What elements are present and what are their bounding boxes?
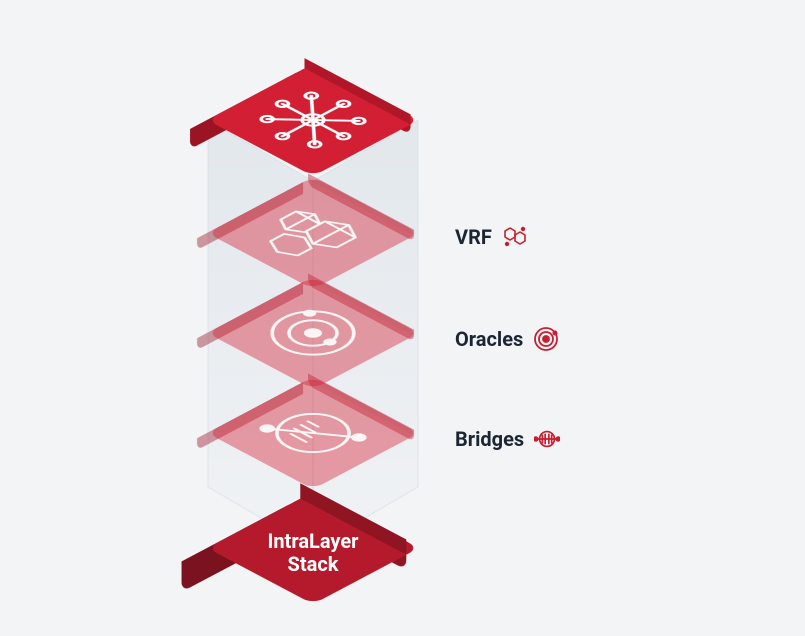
diagram-stage: IntraLayer Stack (0, 0, 805, 636)
label-row-bridges: Bridges (455, 426, 560, 452)
bridge-small-icon (534, 426, 560, 452)
bottom-title-line1: IntraLayer Stack (268, 529, 359, 576)
label-oracles: Oracles (455, 327, 523, 351)
dice-small-icon (502, 224, 528, 250)
label-vrf: VRF (455, 225, 492, 249)
label-row-oracles: Oracles (455, 326, 559, 352)
label-row-vrf: VRF (455, 224, 528, 250)
orbit-small-icon (533, 326, 559, 352)
label-bridges: Bridges (455, 427, 524, 451)
bottom-layer-title: IntraLayer Stack (208, 530, 418, 576)
